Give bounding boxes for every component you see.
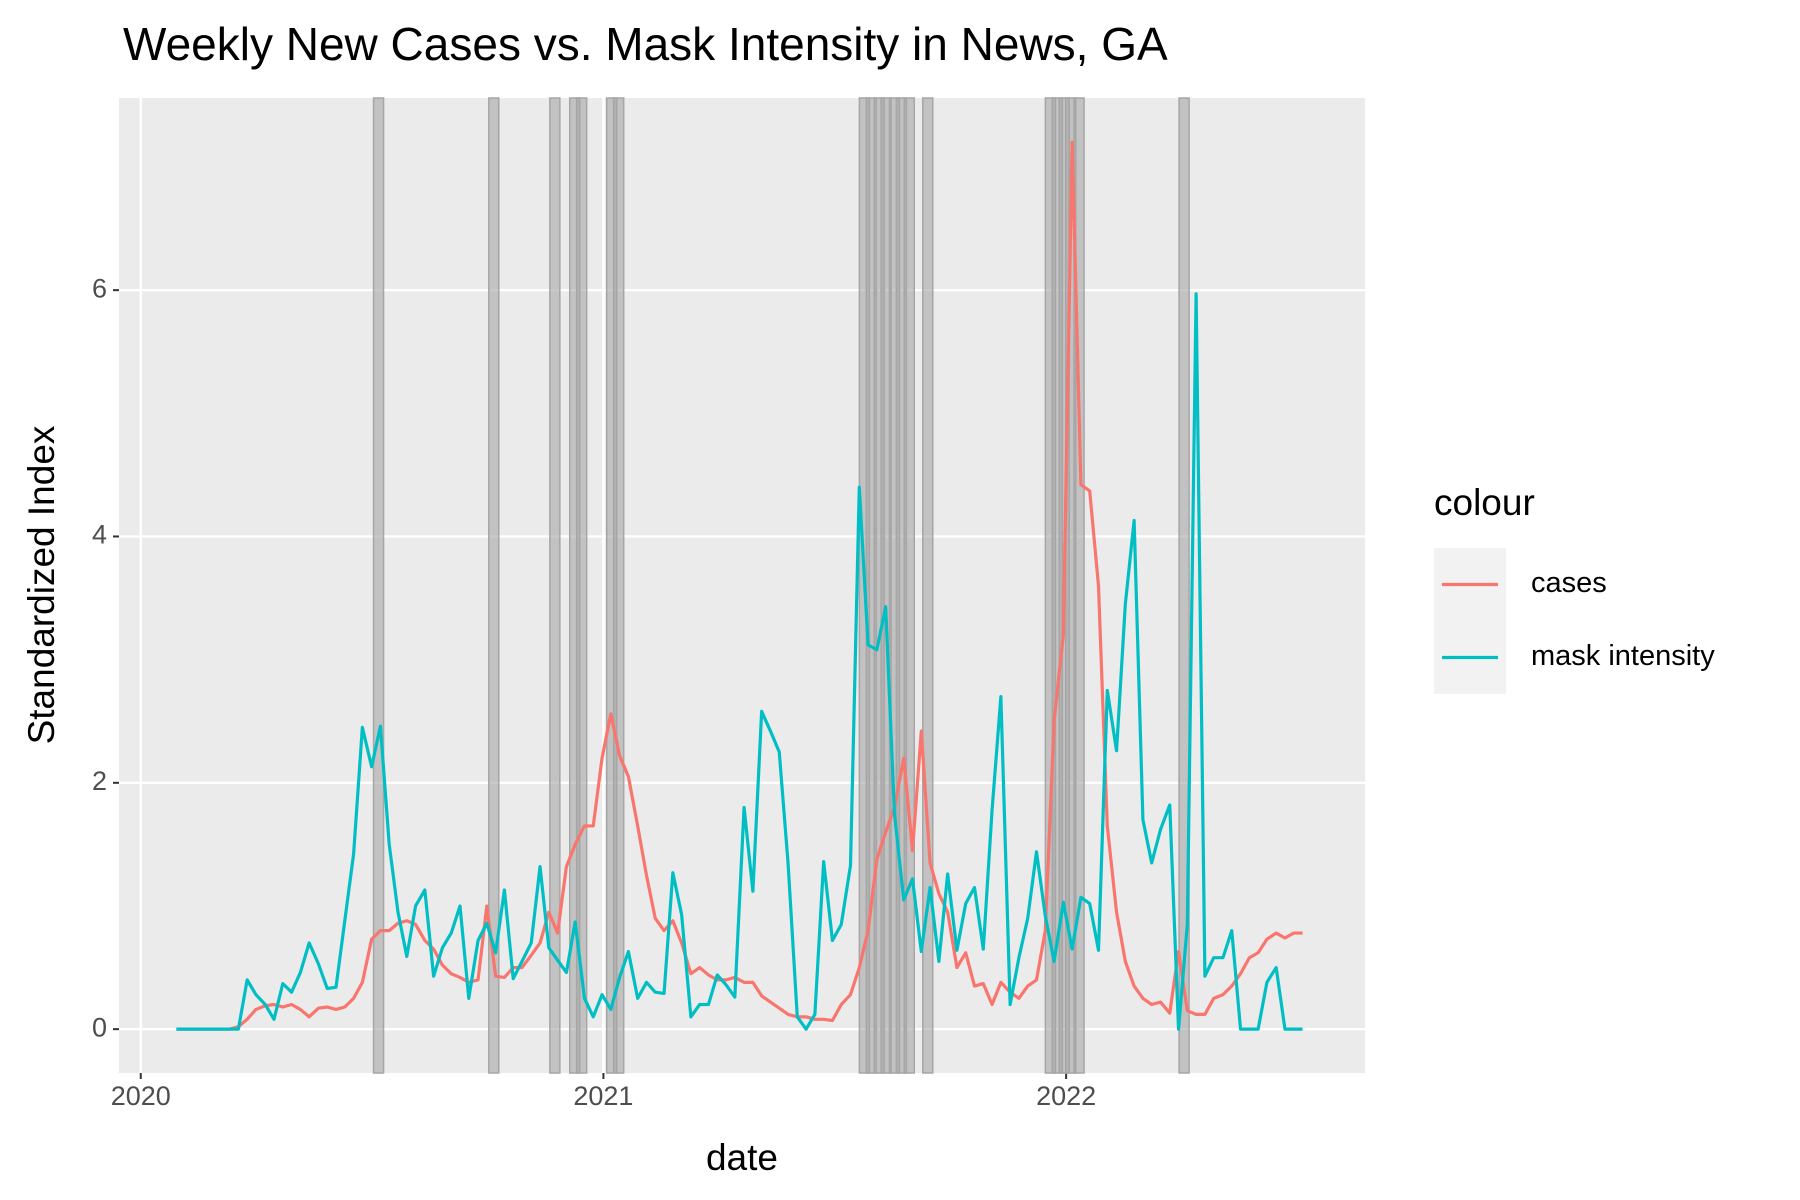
y-tick-label: 2 (92, 766, 107, 796)
legend-title: colour (1434, 482, 1535, 523)
highlight-band (903, 97, 916, 1074)
highlight-band (488, 97, 500, 1074)
legend-label: mask intensity (1531, 640, 1715, 672)
legend-label: cases (1531, 567, 1607, 599)
x-tick-label: 2022 (1036, 1081, 1096, 1111)
highlight-band (612, 97, 625, 1074)
y-tick-label: 0 (92, 1012, 107, 1042)
plot-panel (119, 98, 1365, 1073)
series-line (176, 292, 1303, 1031)
y-tick-label: 6 (92, 273, 107, 303)
chart-title: Weekly New Cases vs. Mask Intensity in N… (123, 18, 1168, 70)
highlight-band (1073, 97, 1085, 1074)
highlight-band (922, 97, 934, 1074)
x-axis-title: date (706, 1137, 778, 1178)
series-line (176, 140, 1303, 1031)
highlight-band (1178, 97, 1190, 1074)
x-tick-label: 2020 (111, 1081, 171, 1111)
highlight-band (372, 97, 385, 1074)
x-tick-label: 2021 (573, 1081, 633, 1111)
y-tick-label: 4 (92, 520, 107, 550)
y-axis-title: Standardized Index (21, 425, 62, 744)
highlight-band (549, 97, 561, 1074)
highlight-band (575, 97, 588, 1074)
